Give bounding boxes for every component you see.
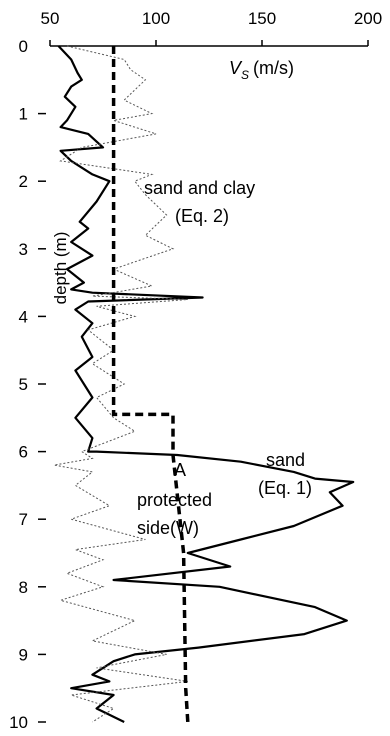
x-tick-label: 50 [41,9,60,28]
y-tick-label: 6 [19,443,28,462]
annotation-eq2: (Eq. 2) [175,206,229,226]
y-tick-label: 8 [19,578,28,597]
y-axis-label: depth (m) [51,232,70,305]
annotations: sand and clay (Eq. 2) sand (Eq. 1) A pro… [137,178,312,538]
annotation-point-a: A [174,460,186,480]
y-tick-label: 1 [19,105,28,124]
x-axis-label-symbol: V [229,58,243,78]
y-tick-label: 9 [19,645,28,664]
x-axis-label-subscript: S [241,68,249,82]
y-tick-label: 2 [19,172,28,191]
y-tick-label: 10 [9,713,28,732]
annotation-protected: protected [137,490,212,510]
series-layer [54,45,355,723]
annotation-side-w: side(W) [137,518,199,538]
x-axis-label: VS (m/s) [229,58,294,82]
y-tick-label: 0 [19,37,28,56]
x-axis-label-unit: (m/s) [253,58,294,78]
annotation-eq1: (Eq. 1) [258,478,312,498]
x-tick-label: 100 [142,9,170,28]
axes: 50 100 150 200 0 1 2 3 4 5 6 7 8 9 10 VS (m/s) depth (m) [9,9,382,732]
y-tick-label: 3 [19,240,28,259]
annotation-sand-and-clay: sand and clay [144,178,255,198]
y-tick-label: 5 [19,375,28,394]
y-tick-label: 7 [19,510,28,529]
series-dashed-line [111,46,190,723]
series-solid-line [57,45,355,723]
x-tick-label: 150 [248,9,276,28]
series-dotted-line [54,45,188,723]
x-tick-label: 200 [354,9,382,28]
annotation-sand: sand [266,450,305,470]
y-tick-label: 4 [19,307,28,326]
